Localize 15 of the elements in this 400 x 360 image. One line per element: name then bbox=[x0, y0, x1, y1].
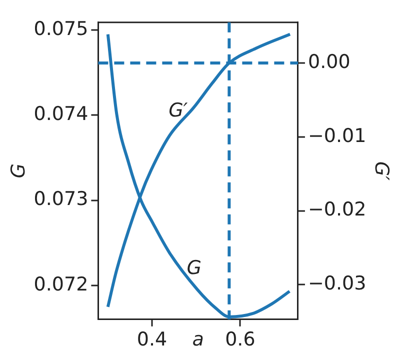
y2-tick-label: −0.03 bbox=[308, 272, 366, 295]
y-axis-title: G bbox=[7, 164, 30, 178]
annotation: G bbox=[186, 256, 202, 279]
y-tick-label: 0.073 bbox=[34, 188, 88, 210]
y-tick-label: 0.075 bbox=[34, 18, 88, 40]
x-tick-label: 0.4 bbox=[136, 328, 168, 351]
y-tick-label: 0.072 bbox=[34, 273, 88, 296]
x-tick-label: 0.6 bbox=[225, 328, 256, 351]
x-axis-title: a bbox=[192, 328, 204, 351]
annotation: G′ bbox=[168, 99, 188, 122]
y2-tick-label: −0.02 bbox=[308, 198, 366, 221]
y2-tick-label: −0.01 bbox=[308, 124, 366, 147]
y2-axis-title: G′ bbox=[370, 161, 393, 182]
y2-tick-label: 0.00 bbox=[308, 50, 350, 73]
y-tick-label: 0.074 bbox=[34, 103, 88, 126]
